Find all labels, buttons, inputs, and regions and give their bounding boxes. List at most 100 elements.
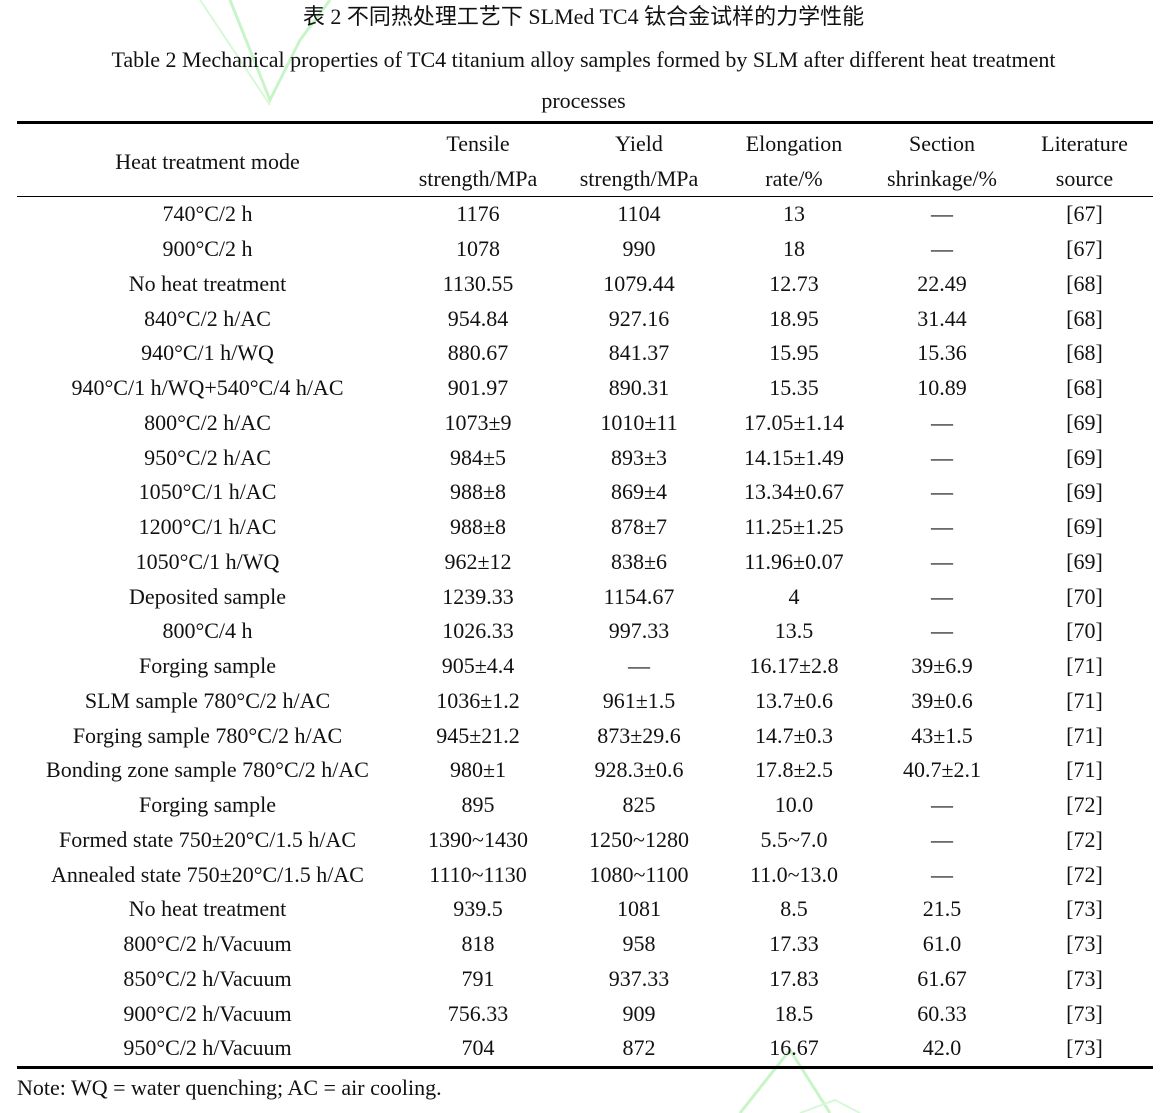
cell-literature-source: [73] <box>1066 896 1103 922</box>
cell-heat-treatment-mode: 940°C/1 h/WQ <box>141 340 274 366</box>
cell-heat-treatment-mode: 1050°C/1 h/AC <box>138 479 277 505</box>
header-elongation-rate: Elongation rate/% <box>745 131 843 191</box>
cell-heat-treatment-mode: 740°C/2 h <box>162 201 253 227</box>
cell-section-shrinkage: — <box>931 514 953 540</box>
cell-tensile-strength: 954.84 <box>447 305 509 331</box>
cell-literature-source: [68] <box>1066 340 1103 366</box>
cell-heat-treatment-mode: 800°C/2 h/AC <box>144 409 271 435</box>
cell-heat-treatment-mode: 840°C/2 h/AC <box>144 305 271 331</box>
table-row: Annealed state 750±20°C/1.5 h/AC 1110~113… <box>17 857 1153 892</box>
cell-literature-source: [71] <box>1066 687 1103 713</box>
cell-section-shrinkage: 40.7±2.1 <box>902 757 982 783</box>
table-row: Forging sample 780°C/2 h/AC 945±21.2 873±2… <box>17 718 1153 753</box>
cell-tensile-strength: 895 <box>461 792 495 818</box>
table-row: 950°C/2 h/Vacuum 704 872 16.67 42.0 [73] <box>17 1031 1153 1068</box>
cell-heat-treatment-mode: 850°C/2 h/Vacuum <box>123 965 292 991</box>
cell-yield-strength: 961±1.5 <box>602 687 676 713</box>
cell-section-shrinkage: 22.49 <box>917 270 967 296</box>
cell-tensile-strength: 1110~1130 <box>429 861 527 887</box>
cell-section-shrinkage: 42.0 <box>922 1035 962 1061</box>
cell-tensile-strength: 791 <box>461 965 495 991</box>
cell-literature-source: [69] <box>1066 479 1103 505</box>
cell-section-shrinkage: 43±1.5 <box>911 722 973 748</box>
table-row: No heat treatment 1130.55 1079.44 12.73 22.4… <box>17 267 1153 302</box>
cell-literature-source: [73] <box>1066 1035 1103 1061</box>
cell-literature-source: [71] <box>1066 757 1103 783</box>
cell-elongation-rate: 18 <box>783 236 805 262</box>
cell-literature-source: [68] <box>1066 375 1103 401</box>
cell-literature-source: [73] <box>1066 1000 1103 1026</box>
cell-elongation-rate: 18.5 <box>774 1000 814 1026</box>
cell-section-shrinkage: 61.67 <box>917 965 967 991</box>
cell-section-shrinkage: 61.0 <box>922 931 962 957</box>
cell-section-shrinkage: — <box>931 444 953 470</box>
cell-section-shrinkage: — <box>931 548 953 574</box>
table-row: 800°C/2 h/AC 1073±9 1010±11 17.05±1.14 — [69] <box>17 406 1153 441</box>
cell-elongation-rate: 17.33 <box>769 931 819 957</box>
table-row: 940°C/1 h/WQ+540°C/4 h/AC 901.97 890.31 15.… <box>17 371 1153 406</box>
cell-elongation-rate: 15.95 <box>769 340 819 366</box>
cell-tensile-strength: 939.5 <box>453 896 503 922</box>
table-row: 740°C/2 h 1176 1104 13 — [67] <box>17 197 1153 232</box>
cell-elongation-rate: 10.0 <box>774 792 814 818</box>
header-heat-treatment-mode: Heat treatment mode <box>115 148 300 174</box>
table-row: 800°C/2 h/Vacuum 818 958 17.33 61.0 [73] <box>17 927 1153 962</box>
cell-tensile-strength: 901.97 <box>447 375 509 401</box>
cell-elongation-rate: 11.25±1.25 <box>744 514 844 540</box>
cell-literature-source: [73] <box>1066 931 1103 957</box>
cell-tensile-strength: 1036±1.2 <box>436 687 520 713</box>
cell-heat-treatment-mode: Forging sample 780°C/2 h/AC <box>72 722 343 748</box>
cell-heat-treatment-mode: 1200°C/1 h/AC <box>138 514 277 540</box>
header-tensile-strength: Tensile strength/MPa <box>418 131 538 191</box>
cell-literature-source: [69] <box>1066 409 1103 435</box>
cell-elongation-rate: 13.34±0.67 <box>743 479 845 505</box>
cell-section-shrinkage: — <box>931 479 953 505</box>
cell-section-shrinkage: 15.36 <box>917 340 967 366</box>
cell-tensile-strength: 962±12 <box>444 548 512 574</box>
cell-literature-source: [70] <box>1066 618 1103 644</box>
cell-tensile-strength: 704 <box>461 1035 495 1061</box>
cell-section-shrinkage: — <box>931 236 953 262</box>
header-literature-source: Literature source <box>1041 131 1128 191</box>
cell-yield-strength: 1250~1280 <box>589 826 689 852</box>
cell-heat-treatment-mode: Forging sample <box>138 792 277 818</box>
cell-literature-source: [69] <box>1066 548 1103 574</box>
cell-heat-treatment-mode: No heat treatment <box>128 896 287 922</box>
cell-elongation-rate: 16.17±2.8 <box>749 653 839 679</box>
cell-elongation-rate: 13 <box>783 201 805 227</box>
cell-elongation-rate: 11.0~13.0 <box>749 861 839 887</box>
table-title-english-continued: processes <box>541 88 626 113</box>
cell-yield-strength: 841.37 <box>608 340 670 366</box>
cell-heat-treatment-mode: 950°C/2 h/Vacuum <box>123 1035 292 1061</box>
cell-yield-strength: 1104 <box>617 201 661 227</box>
cell-tensile-strength: 1078 <box>456 236 500 262</box>
table-row: 1050°C/1 h/AC 988±8 869±4 13.34±0.67 — [69] <box>17 475 1153 510</box>
cell-yield-strength: 825 <box>622 792 656 818</box>
cell-yield-strength: 937.33 <box>608 965 670 991</box>
cell-elongation-rate: 12.73 <box>769 270 819 296</box>
cell-literature-source: [73] <box>1066 965 1103 991</box>
cell-heat-treatment-mode: 1050°C/1 h/WQ <box>135 548 280 574</box>
cell-section-shrinkage: 31.44 <box>917 305 967 331</box>
cell-yield-strength: 1154.67 <box>603 583 675 609</box>
header-row: Heat treatment mode Tensile strength/MPa … <box>17 122 1153 197</box>
cell-tensile-strength: 988±8 <box>449 479 507 505</box>
cell-section-shrinkage: 10.89 <box>917 375 967 401</box>
cell-elongation-rate: 5.5~7.0 <box>760 826 828 852</box>
cell-yield-strength: 869±4 <box>610 479 668 505</box>
cell-yield-strength: 1080~1100 <box>589 861 689 887</box>
cell-yield-strength: 873±29.6 <box>597 722 681 748</box>
cell-heat-treatment-mode: No heat treatment <box>128 270 287 296</box>
cell-elongation-rate: 17.05±1.14 <box>743 409 845 435</box>
cell-yield-strength: 1079.44 <box>603 270 675 296</box>
cell-elongation-rate: 16.67 <box>769 1035 819 1061</box>
cell-literature-source: [71] <box>1066 722 1103 748</box>
cell-section-shrinkage: — <box>931 792 953 818</box>
cell-tensile-strength: 1130.55 <box>442 270 514 296</box>
cell-section-shrinkage: 39±0.6 <box>911 687 973 713</box>
cell-heat-treatment-mode: 900°C/2 h/Vacuum <box>123 1000 292 1026</box>
cell-heat-treatment-mode: Deposited sample <box>128 583 287 609</box>
cell-section-shrinkage: — <box>931 201 953 227</box>
table-row: 800°C/4 h 1026.33 997.33 13.5 — [70] <box>17 614 1153 649</box>
cell-heat-treatment-mode: 940°C/1 h/WQ+540°C/4 h/AC <box>71 375 344 401</box>
